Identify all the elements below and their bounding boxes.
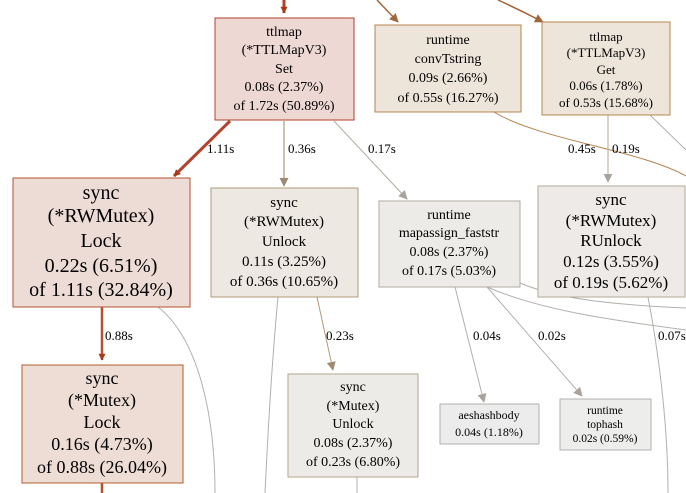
node-ttlmap-set[interactable]: ttlmap (*TTLMapV3) Set 0.08s (2.37%) of … <box>214 17 355 121</box>
node-sync-rwmutex-runlock[interactable]: sync (*RWMutex) RUnlock 0.12s (3.55%) of… <box>537 185 686 298</box>
svg-text:of 1.11s (32.84%): of 1.11s (32.84%) <box>29 279 173 301</box>
svg-text:of 0.36s (10.65%): of 0.36s (10.65%) <box>230 274 338 290</box>
svg-text:ttlmap: ttlmap <box>266 25 302 40</box>
edge-label-0-19s: 0.19s <box>612 141 640 156</box>
svg-text:(*RWMutex): (*RWMutex) <box>244 214 324 230</box>
svg-text:of 0.17s (5.03%): of 0.17s (5.03%) <box>402 264 496 279</box>
svg-text:0.04s (1.18%): 0.04s (1.18%) <box>455 425 523 439</box>
node-sync-mutex-unlock[interactable]: sync (*Mutex) Unlock 0.08s (2.37%) of 0.… <box>287 373 419 478</box>
svg-text:(*Mutex): (*Mutex) <box>327 399 380 414</box>
svg-text:of 0.53s (15.68%): of 0.53s (15.68%) <box>559 95 653 110</box>
svg-text:0.11s (3.25%): 0.11s (3.25%) <box>242 254 326 270</box>
node-runtime-tophash[interactable]: runtime tophash 0.02s (0.59%) <box>559 398 652 451</box>
svg-text:0.12s (3.55%): 0.12s (3.55%) <box>563 252 659 271</box>
svg-text:tophash: tophash <box>587 419 623 431</box>
edge-label-0-23s: 0.23s <box>326 328 354 343</box>
edge-into-get <box>497 0 544 23</box>
svg-text:sync: sync <box>270 195 298 211</box>
svg-text:runtime: runtime <box>427 208 471 223</box>
svg-text:of 0.23s (6.80%): of 0.23s (6.80%) <box>306 455 400 470</box>
edge-label-0-04s: 0.04s <box>473 328 501 343</box>
svg-text:0.08s (2.37%): 0.08s (2.37%) <box>410 245 489 260</box>
node-sync-rwmutex-lock[interactable]: sync (*RWMutex) Lock 0.22s (6.51%) of 1.… <box>12 177 191 308</box>
edge-rwlock-curve-down <box>157 306 216 493</box>
edge-mapassign-right-2 <box>486 286 686 331</box>
svg-text:Lock: Lock <box>84 412 121 432</box>
svg-text:Unlock: Unlock <box>262 234 307 250</box>
edge-mapassign-right-1 <box>519 282 686 309</box>
edge-label-0-17s: 0.17s <box>368 141 396 156</box>
svg-text:(*Mutex): (*Mutex) <box>68 390 136 411</box>
node-sync-mutex-lock[interactable]: sync (*Mutex) Lock 0.16s (4.73%) of 0.88… <box>21 364 184 484</box>
svg-text:0.02s (0.59%): 0.02s (0.59%) <box>573 433 638 445</box>
svg-text:0.09s (2.66%): 0.09s (2.66%) <box>409 71 488 86</box>
svg-text:(*RWMutex): (*RWMutex) <box>48 205 155 227</box>
edge-rwunlock-down-left <box>264 296 279 493</box>
edge-labels: 1.11s 0.36s 0.17s 0.19s 0.45s 0.88s 0.23… <box>105 141 686 343</box>
svg-text:0.08s (2.37%): 0.08s (2.37%) <box>314 436 393 451</box>
node-runtime-aeshashbody[interactable]: aeshashbody 0.04s (1.18%) <box>439 403 540 445</box>
svg-text:mapassign_faststr: mapassign_faststr <box>399 226 500 241</box>
svg-text:Get: Get <box>597 62 616 77</box>
edge-mapassign-to-aeshash-line <box>454 286 487 403</box>
node-runtime-mapassign-faststr[interactable]: runtime mapassign_faststr 0.08s (2.37%) … <box>378 200 521 288</box>
node-ttlmap-get[interactable]: ttlmap (*TTLMapV3) Get 0.06s (1.78%) of … <box>541 21 671 116</box>
edge-rwunlock-to-mutex-unlock-line <box>316 296 336 371</box>
node-runtime-convtstring[interactable]: runtime convTstring 0.09s (2.66%) of 0.5… <box>374 24 522 113</box>
svg-text:RUnlock: RUnlock <box>580 231 642 250</box>
edge-label-0-45s: 0.45s <box>568 141 596 156</box>
svg-text:sync: sync <box>595 190 627 209</box>
svg-text:of 0.55s (16.27%): of 0.55s (16.27%) <box>397 91 498 106</box>
svg-text:sync: sync <box>83 182 120 204</box>
edge-set-to-mapassign-line <box>333 120 408 200</box>
svg-text:aeshashbody: aeshashbody <box>458 408 519 422</box>
edge-set-to-rwmutex-lock-line <box>172 119 232 178</box>
edge-label-0-02s: 0.02s <box>538 328 566 343</box>
edge-label-0-36s: 0.36s <box>288 141 316 156</box>
nodes-layer: ttlmap (*TTLMapV3) Set 0.08s (2.37%) of … <box>12 17 686 484</box>
svg-text:convTstring: convTstring <box>415 52 482 67</box>
svg-text:0.08s (2.37%): 0.08s (2.37%) <box>245 80 324 95</box>
edge-label-1-11s: 1.11s <box>207 141 234 156</box>
svg-text:0.06s (1.78%): 0.06s (1.78%) <box>569 78 642 93</box>
edge-mapassign-to-tophash-line <box>486 286 583 397</box>
svg-text:Unlock: Unlock <box>332 417 373 432</box>
svg-text:0.16s (4.73%): 0.16s (4.73%) <box>51 434 153 455</box>
svg-text:Set: Set <box>275 62 293 77</box>
edge-label-0-07s: 0.07s <box>658 328 686 343</box>
edge-runlock-down <box>647 296 669 493</box>
svg-text:of 1.72s (50.89%): of 1.72s (50.89%) <box>233 99 334 114</box>
svg-text:Lock: Lock <box>80 230 121 252</box>
svg-text:of 0.88s (26.04%): of 0.88s (26.04%) <box>37 457 167 478</box>
edge-to-runlock-045-line <box>493 111 686 177</box>
edge-get-right-out <box>649 114 686 151</box>
svg-text:runtime: runtime <box>587 405 623 417</box>
svg-text:(*TTLMapV3): (*TTLMapV3) <box>242 43 327 58</box>
svg-text:sync: sync <box>340 380 366 395</box>
edge-label-0-88s: 0.88s <box>105 328 133 343</box>
svg-text:of 0.19s (5.62%): of 0.19s (5.62%) <box>554 273 668 292</box>
node-sync-rwmutex-unlock[interactable]: sync (*RWMutex) Unlock 0.11s (3.25%) of … <box>210 187 359 298</box>
svg-text:(*RWMutex): (*RWMutex) <box>566 211 657 230</box>
edge-into-convtstring <box>376 0 399 23</box>
svg-text:sync: sync <box>86 368 119 388</box>
svg-text:ttlmap: ttlmap <box>589 29 622 44</box>
svg-text:0.22s (6.51%): 0.22s (6.51%) <box>45 255 158 277</box>
edges-layer <box>98 0 686 493</box>
svg-text:(*TTLMapV3): (*TTLMapV3) <box>567 45 646 60</box>
svg-text:runtime: runtime <box>426 33 470 48</box>
